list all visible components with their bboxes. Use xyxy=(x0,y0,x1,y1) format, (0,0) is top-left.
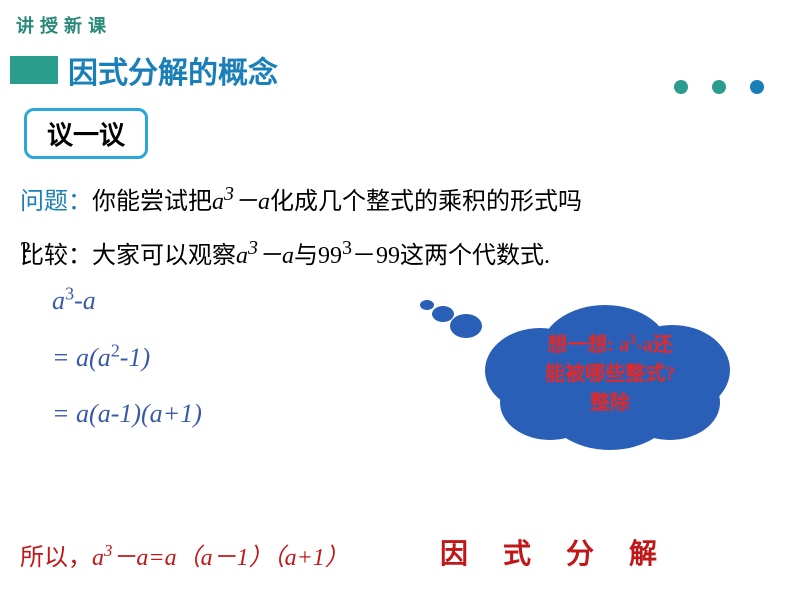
conclusion-prefix: 所以， xyxy=(20,545,92,571)
question-post: 化成几个整式的乘积的形式吗 xyxy=(270,189,582,215)
title-accent-block xyxy=(10,56,58,84)
compare-pre: 大家可以观察 xyxy=(92,243,236,269)
cloud-line-3: 整除 xyxy=(590,392,630,414)
question-pre: 你能尝试把 xyxy=(92,189,212,215)
cloud-line-2: 能被哪些整式? xyxy=(545,363,675,385)
math-line-1: a3-a xyxy=(52,276,202,327)
thought-cloud: 想一想: a3-a还 能被哪些整式? 整除 xyxy=(420,300,730,460)
compare-post: 这两个代数式. xyxy=(400,243,550,269)
compare-label: 比较： xyxy=(20,243,92,269)
question-label: 问题： xyxy=(20,189,92,215)
factoring-label: 因 式 分 解 xyxy=(440,532,671,572)
bubble-small-3 xyxy=(450,314,482,338)
compare-mid: 与 xyxy=(294,243,318,269)
question-line: 问题：你能尝试把a3－a化成几个整式的乘积的形式吗 xyxy=(20,178,770,221)
compare-expr2: 993－99 xyxy=(318,243,400,269)
math-line-2: = a(a2-1) xyxy=(52,333,202,384)
dot-2 xyxy=(712,80,726,94)
discuss-label: 议一议 xyxy=(47,115,125,152)
dot-3 xyxy=(750,80,764,94)
bubble-small-2 xyxy=(432,306,454,322)
compare-line: 比较：大家可以观察a3－a与993－99这两个代数式. xyxy=(20,235,770,270)
cloud-line-1: 想一想: a3-a还 xyxy=(547,334,672,356)
math-derivation: a3-a = a(a2-1) = a(a-1)(a+1) xyxy=(52,276,202,446)
conclusion-expr: a3－a=a（a－1）（a+1） xyxy=(92,545,349,571)
discuss-box: 议一议 xyxy=(24,108,148,159)
section-title: 因式分解的概念 xyxy=(10,48,278,92)
question-expr: a3－a xyxy=(212,189,270,215)
cloud-text: 想一想: a3-a还 能被哪些整式? 整除 xyxy=(515,330,705,418)
math-line-3: = a(a-1)(a+1) xyxy=(52,389,202,440)
title-text: 因式分解的概念 xyxy=(68,48,278,92)
compare-expr1: a3－a xyxy=(236,243,294,269)
lesson-header: 讲授新课 xyxy=(16,12,112,38)
conclusion: 所以，a3－a=a（a－1）（a+1） xyxy=(20,537,349,572)
bubble-small-1 xyxy=(420,300,434,310)
dot-1 xyxy=(674,80,688,94)
decorative-dots xyxy=(674,80,764,94)
